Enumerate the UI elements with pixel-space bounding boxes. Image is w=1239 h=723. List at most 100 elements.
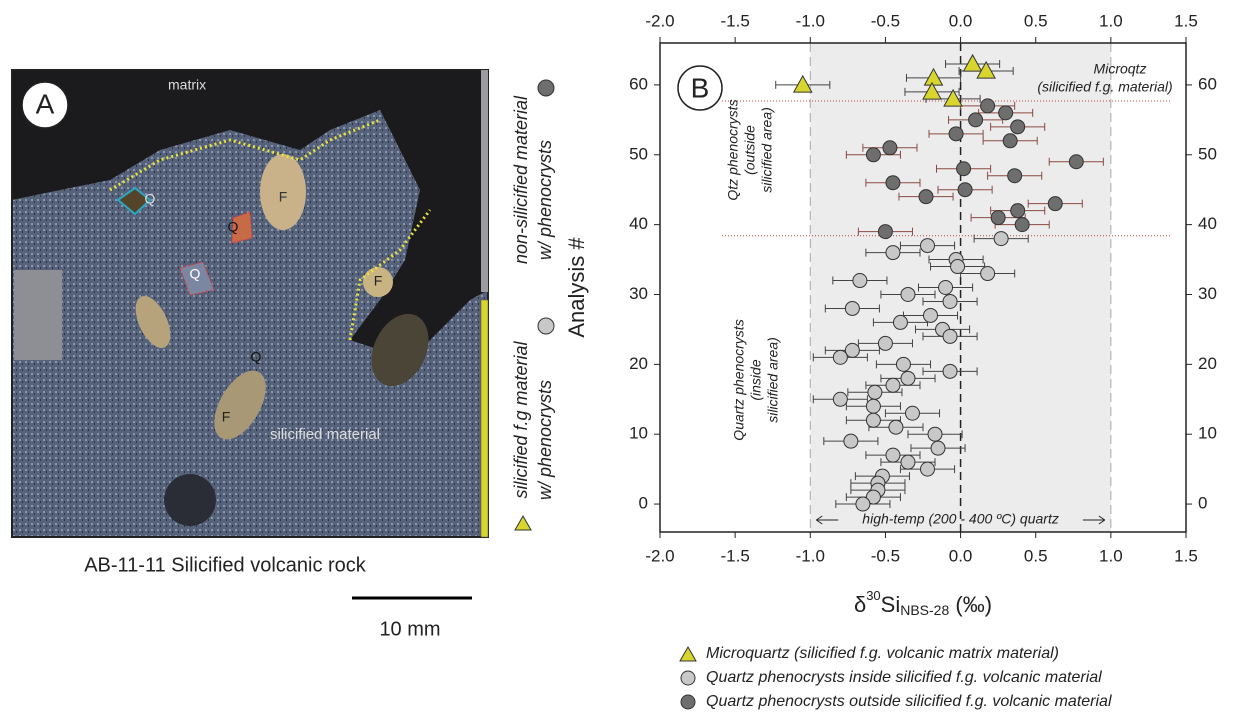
circle-marker [1015, 218, 1029, 232]
y-tick-label: 50 [629, 144, 648, 163]
legend-marker [680, 647, 696, 661]
x-tick-label: -1.5 [720, 11, 749, 30]
circle-marker [994, 232, 1008, 246]
y-tick-label: 0 [1198, 494, 1207, 513]
y-axis-label: Analysis # [564, 237, 589, 338]
side-label: non-silicified material [511, 95, 531, 264]
y-tick-label: 0 [639, 494, 648, 513]
figure: A matrix Q F Q Q F Q F silicified materi… [0, 0, 1239, 723]
circle-marker [969, 113, 983, 127]
circle-marker [928, 427, 942, 441]
circle-marker [868, 385, 882, 399]
legend-marker [681, 695, 695, 709]
y-tick-label: 10 [1198, 424, 1217, 443]
circle-marker [905, 406, 919, 420]
x-tick-label: -1.0 [796, 546, 825, 565]
circle-marker [866, 413, 880, 427]
circle-marker [886, 246, 900, 260]
photo-label: Q [190, 266, 201, 282]
side-marker [515, 516, 531, 530]
side-bar [481, 70, 488, 292]
circle-marker [981, 267, 995, 281]
x-tick-label: 0.5 [1024, 11, 1048, 30]
y-tick-label: 20 [629, 354, 648, 373]
y-tick-label: 20 [1198, 354, 1217, 373]
circle-marker [901, 455, 915, 469]
legend-label: Quartz phenocrysts outside silicified f.… [706, 693, 1112, 710]
circle-marker [943, 329, 957, 343]
x-tick-label: 0.5 [1024, 546, 1048, 565]
annotation: (silicified f.g. material) [1037, 79, 1172, 95]
circle-marker [999, 106, 1013, 120]
side-label: silicified f.g material [511, 340, 531, 498]
shade-label: high-temp (200 - 400 ºC) quartz [862, 511, 1059, 527]
x-axis-label: δ30SiNBS-28 (‰) [854, 588, 992, 617]
circle-marker [951, 260, 965, 274]
y-tick-label: 30 [1198, 284, 1217, 303]
y-tick-label: 10 [629, 424, 648, 443]
circle-marker [958, 183, 972, 197]
x-tick-label: -1.5 [720, 546, 749, 565]
annotation: silicified area) [765, 337, 781, 423]
annotation: (outside [742, 125, 758, 175]
circle-marker [991, 211, 1005, 225]
annotation: silicified area) [759, 107, 775, 193]
x-tick-label: -0.5 [871, 11, 900, 30]
circle-marker [833, 392, 847, 406]
circle-marker [981, 99, 995, 113]
y-tick-label: 60 [629, 74, 648, 93]
x-tick-label: -0.5 [871, 546, 900, 565]
circle-marker [878, 336, 892, 350]
circle-marker [886, 176, 900, 190]
legend-marker [681, 671, 695, 685]
photo-label: F [279, 189, 288, 205]
circle-marker [949, 127, 963, 141]
circle-marker [1048, 197, 1062, 211]
circle-marker [866, 399, 880, 413]
photo-label: Q [228, 219, 239, 235]
x-tick-label: 0.0 [949, 11, 973, 30]
circle-marker [878, 225, 892, 239]
photo-label: Q [145, 191, 156, 207]
legend-label: Microquartz (silicified f.g. volcanic ma… [706, 645, 1059, 662]
circle-marker [919, 190, 933, 204]
photo-label: matrix [168, 77, 206, 93]
caption: AB-11-11 Silicified volcanic rock [84, 554, 367, 576]
y-tick-label: 30 [629, 284, 648, 303]
circle-marker [957, 162, 971, 176]
x-tick-label: -2.0 [645, 546, 674, 565]
circle-marker [931, 441, 945, 455]
x-axis-label-part: 30 [866, 588, 880, 603]
circle-marker [893, 315, 907, 329]
circle-marker [856, 497, 870, 511]
circle-marker [845, 301, 859, 315]
side-marker [538, 80, 554, 96]
x-axis-label-part: δ [854, 592, 866, 617]
legend-label: Quartz phenocrysts inside silicified f.g… [706, 669, 1102, 686]
chart: high-temp (200 - 400 ºC) quartz -2.0 -2.0 -… [564, 11, 1217, 710]
circle-marker [886, 448, 900, 462]
photo-label: silicified material [270, 426, 380, 443]
circle-marker [833, 350, 847, 364]
x-tick-label: 1.0 [1099, 546, 1123, 565]
scale-label: 10 mm [379, 618, 440, 640]
x-tick-label: -2.0 [645, 11, 674, 30]
x-axis-label-part: (‰) [949, 592, 992, 617]
photo-label: F [374, 273, 383, 289]
circle-marker [924, 308, 938, 322]
circle-marker [943, 294, 957, 308]
circle-marker [1003, 134, 1017, 148]
annotation: Quartz phenocrysts [731, 319, 747, 440]
circle-marker [939, 281, 953, 295]
circle-marker [921, 462, 935, 476]
photo [12, 70, 488, 537]
circle-marker [889, 420, 903, 434]
circle-marker [883, 141, 897, 155]
y-tick-label: 40 [1198, 214, 1217, 233]
circle-marker [853, 274, 867, 288]
x-tick-label: -1.0 [796, 11, 825, 30]
panel-label: B [691, 72, 710, 103]
panel-label: A [36, 88, 55, 119]
x-tick-label: 0.0 [949, 546, 973, 565]
circle-marker [886, 378, 900, 392]
